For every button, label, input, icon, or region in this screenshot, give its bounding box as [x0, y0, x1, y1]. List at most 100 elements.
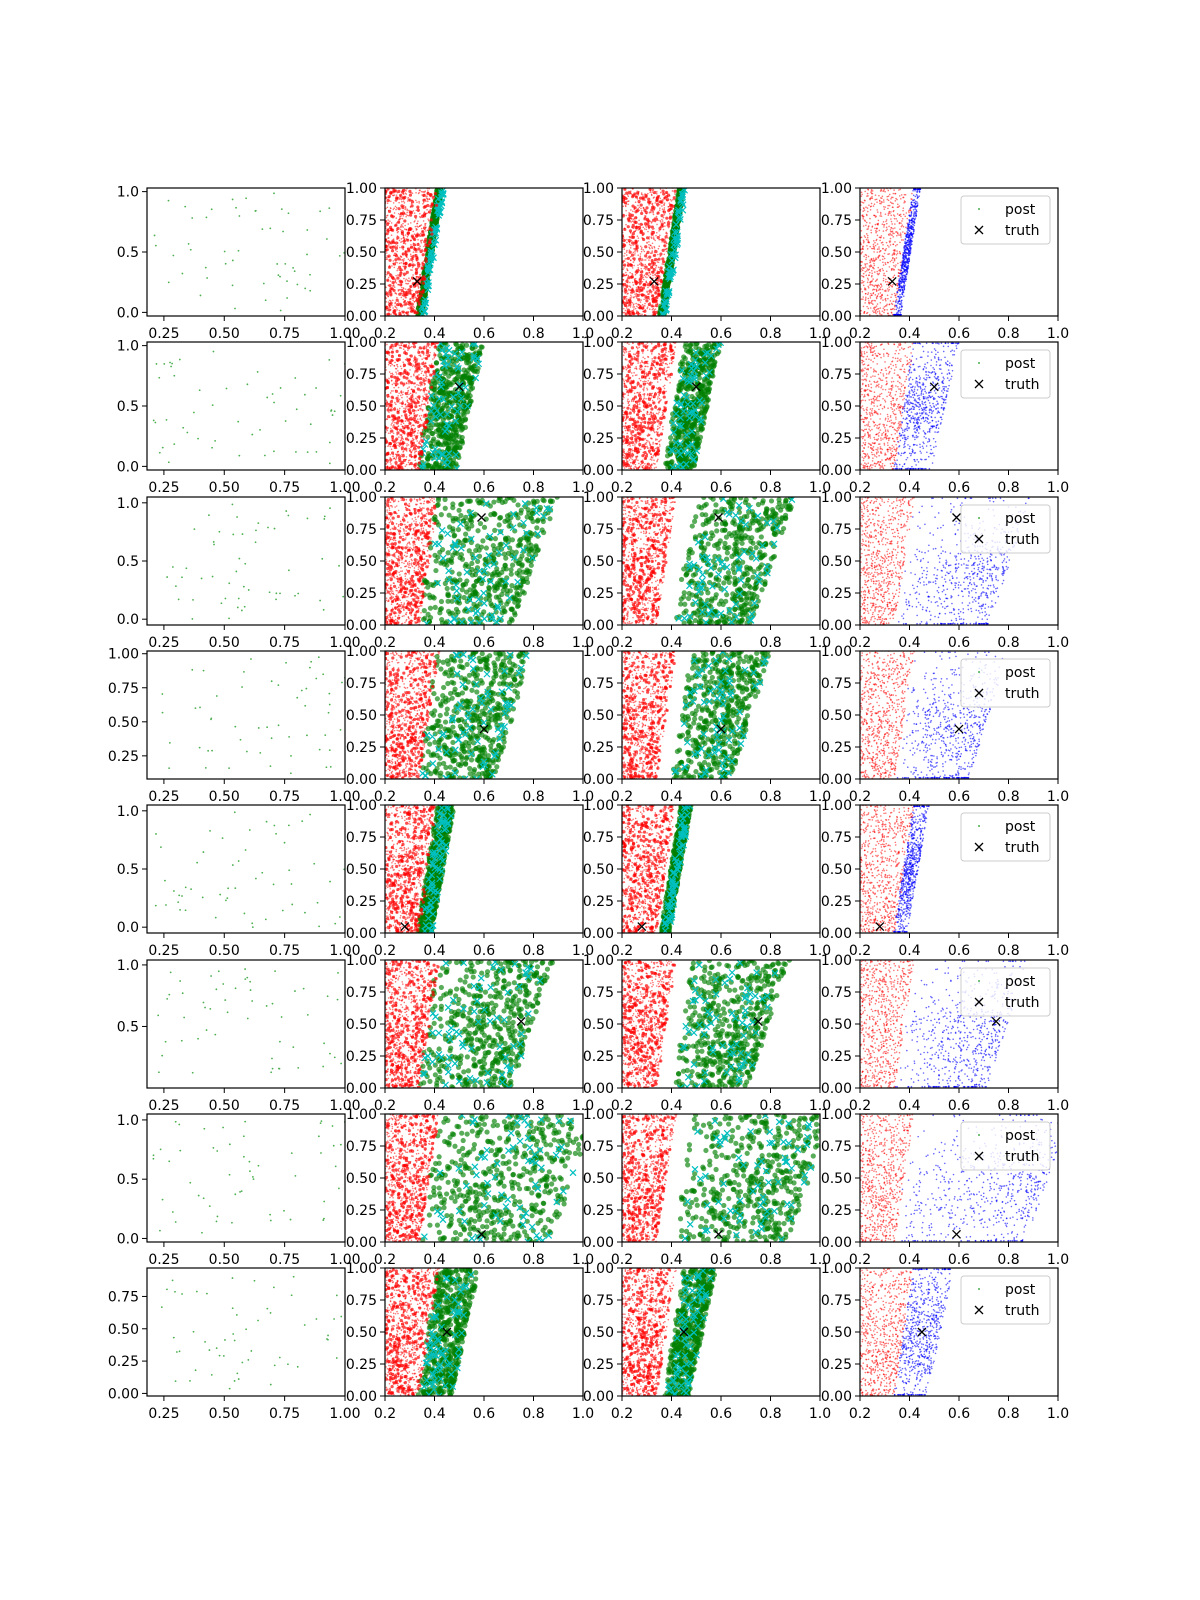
prior-point — [870, 191, 872, 194]
prior-point — [626, 200, 628, 203]
prior-point — [659, 219, 661, 222]
prior-point — [628, 229, 633, 233]
prior-point — [649, 252, 652, 254]
prior-point — [891, 285, 893, 287]
prior-point — [406, 211, 408, 214]
prior-point — [900, 239, 903, 241]
prior-point — [660, 191, 662, 194]
prior-point — [428, 226, 432, 231]
prior-point — [867, 188, 869, 191]
posterior-point — [905, 248, 908, 251]
prior-point — [426, 208, 428, 211]
posterior-point — [914, 208, 916, 210]
prior-point — [627, 191, 632, 195]
prior-point — [397, 283, 400, 286]
prior-point — [400, 288, 404, 293]
prior-point — [398, 201, 400, 204]
prior-point — [412, 364, 415, 366]
posterior-point — [911, 234, 913, 237]
posterior-point — [893, 313, 896, 316]
prior-point — [390, 207, 392, 210]
prior-point — [417, 220, 419, 222]
prior-point — [395, 282, 398, 284]
prior-point — [404, 253, 408, 257]
prior-point — [642, 278, 645, 281]
prior-point — [881, 288, 884, 291]
prior-point — [386, 271, 390, 275]
posterior-point — [908, 260, 910, 263]
posterior-point — [906, 241, 908, 244]
prior-point — [665, 250, 668, 253]
prior-point — [402, 248, 404, 251]
prior-point — [882, 269, 884, 272]
prior-point — [630, 296, 633, 298]
posterior-point — [900, 261, 903, 264]
prior-point — [893, 258, 896, 261]
prior-point — [881, 310, 884, 313]
posterior-point — [899, 306, 901, 308]
prior-point — [635, 288, 639, 292]
prior-point — [865, 224, 867, 227]
prior-point — [396, 308, 399, 311]
prior-point — [634, 195, 638, 199]
scatter-point — [280, 208, 283, 211]
prior-point — [638, 263, 641, 266]
posterior-point — [900, 304, 903, 306]
prior-point — [424, 416, 426, 419]
prior-point — [889, 284, 892, 287]
prior-point — [622, 285, 625, 288]
scatter-point — [152, 419, 155, 422]
prior-point — [395, 208, 397, 211]
prior-point — [639, 273, 643, 277]
prior-point — [895, 197, 897, 200]
posterior-point — [897, 295, 899, 298]
prior-point — [405, 270, 409, 274]
posterior-point — [905, 266, 907, 269]
prior-point — [875, 312, 877, 315]
prior-point — [885, 220, 887, 223]
prior-point — [659, 238, 662, 241]
posterior-point — [897, 283, 900, 285]
scatter-point — [325, 238, 328, 240]
prior-point — [888, 266, 891, 268]
prior-point — [663, 203, 665, 206]
prior-point — [396, 269, 398, 272]
prior-point — [634, 273, 637, 276]
prior-point — [663, 253, 666, 256]
prior-point — [405, 228, 408, 231]
posterior-point — [912, 226, 914, 229]
prior-point — [404, 208, 406, 211]
prior-point — [643, 250, 646, 253]
prior-point — [393, 194, 396, 196]
prior-point — [624, 204, 627, 207]
prior-point — [630, 253, 635, 257]
prior-point — [386, 309, 388, 312]
prior-point — [422, 403, 425, 406]
prior-point — [651, 188, 654, 190]
prior-point — [418, 405, 421, 407]
prior-point — [659, 188, 662, 191]
posterior-point — [900, 278, 903, 281]
prior-point — [629, 306, 632, 308]
prior-point — [860, 252, 863, 254]
x-tick-label: 1.00 — [329, 326, 360, 342]
prior-point — [632, 230, 635, 233]
prior-point — [871, 197, 874, 200]
posterior-point — [902, 277, 905, 279]
prior-point — [879, 215, 881, 217]
prior-point — [640, 270, 644, 274]
posterior-point — [904, 280, 907, 282]
posterior-point — [908, 250, 910, 252]
posterior-point — [902, 256, 904, 259]
prior-point — [386, 202, 389, 205]
prior-point — [391, 304, 393, 307]
scatter-point — [167, 281, 170, 284]
prior-point — [414, 271, 418, 276]
scatter-point — [181, 272, 184, 275]
prior-point — [624, 252, 626, 255]
prior-point — [861, 247, 864, 250]
posterior-point — [908, 233, 911, 235]
prior-point — [643, 305, 645, 307]
scatter-point — [333, 410, 336, 413]
prior-point — [416, 283, 419, 286]
